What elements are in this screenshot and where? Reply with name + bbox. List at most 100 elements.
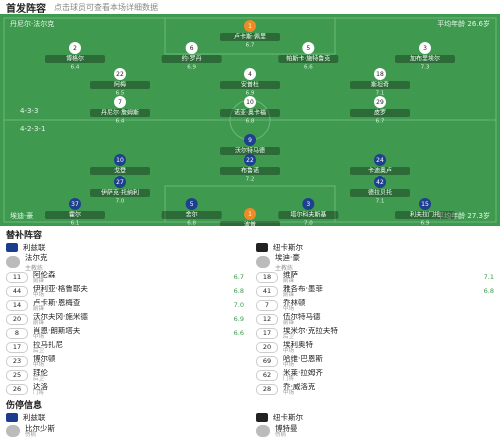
team-name: 利兹联 <box>23 412 46 422</box>
player-number: 42 <box>376 179 384 186</box>
player-rating: 6.6 <box>304 65 313 71</box>
sub-player[interactable]: 18 维萨 前锋 7.1 <box>250 271 500 284</box>
sub-number: 20 <box>6 313 28 325</box>
player-number: 10 <box>246 99 254 106</box>
sub-player[interactable]: 44 伊利亚·格鲁耶夫 中场 6.8 <box>0 285 250 298</box>
sub-player[interactable]: 62 米莱·拉姆齐 门将 <box>250 369 500 382</box>
player[interactable]: 18 斯坦奇 7.1 <box>350 68 410 97</box>
injuries: 利兹联 纽卡斯尔 比尔少斯 伤病 博特曼 伤病 <box>0 410 500 438</box>
player[interactable]: 10戈登6.6 <box>90 154 150 183</box>
player[interactable]: 3 塔尔科夫斯基 7.0 <box>278 198 339 226</box>
avatar <box>256 425 270 437</box>
sub-rating: 6.8 <box>233 287 244 295</box>
injury-reason: 伤病 <box>275 431 287 438</box>
team-badge <box>6 412 18 422</box>
player[interactable]: 15 利夫拉门托 6.9 <box>395 198 455 226</box>
sub-player[interactable]: 17 埃米尔·克拉夫特 后卫 <box>250 327 500 340</box>
player[interactable]: 5 帕斯卡·施特鲁克 6.6 <box>278 42 339 71</box>
sub-player[interactable]: 12 伍尔特马德 前锋 <box>250 313 500 326</box>
player[interactable]: 6 约·罗丹 6.9 <box>161 42 222 71</box>
sub-number: 20 <box>256 341 278 353</box>
sub-info: 哈维·巴恩斯 中场 <box>283 355 494 368</box>
sub-player[interactable]: 14 卢卡斯·恩梅查 前锋 7.0 <box>0 299 250 312</box>
team-badge <box>256 412 268 422</box>
team-info: 平均年龄 27.3岁 <box>437 211 490 220</box>
player[interactable]: 9沃尔特马德6.9 <box>220 134 280 163</box>
player-number: 22 <box>246 157 254 164</box>
player-number: 10 <box>116 157 124 164</box>
sub-row: 25 拜伦 后卫 62 米莱·拉姆齐 门将 <box>0 368 500 382</box>
player[interactable]: 37 霍尔 6.1 <box>45 198 105 226</box>
name-tag <box>220 221 280 226</box>
sub-number: 8 <box>6 327 28 339</box>
player[interactable]: 1 卢卡斯·佩里 6.7 <box>220 20 280 49</box>
sub-player[interactable]: 8 肖恩·朗斯塔夫 中场 6.6 <box>0 327 250 340</box>
name-tag <box>90 109 150 117</box>
player[interactable]: 1波普6.7 <box>220 208 280 226</box>
player-dot <box>185 42 198 54</box>
player-rating: 6.7 <box>376 119 385 125</box>
player-number: 7 <box>118 99 122 106</box>
player[interactable]: 10 诺亚·奥卡福 6.8 <box>220 96 280 125</box>
player-dot <box>302 198 315 210</box>
player-number: 15 <box>421 201 429 208</box>
sub-name: 乔·威洛克 <box>283 382 316 391</box>
player-name: 加布里埃尔 <box>410 55 440 63</box>
player-dot <box>244 68 256 80</box>
sub-player[interactable]: 25 拜伦 后卫 <box>0 369 250 382</box>
sub-number: 14 <box>6 299 28 311</box>
injured-name: 比尔少斯 <box>25 423 55 433</box>
sub-number: 69 <box>256 355 278 367</box>
player[interactable]: 7 丹尼尔·詹姆斯 6.4 <box>90 96 150 125</box>
player-name: 安普杜 <box>241 81 259 89</box>
coach-role: 主教练 <box>275 265 294 272</box>
team-row: 利兹联 纽卡斯尔 <box>0 240 500 254</box>
sub-pos: 前锋 <box>283 319 295 326</box>
player[interactable]: 5 舍尔 6.8 <box>161 198 222 226</box>
player[interactable]: 42 德拉贝托 7.1 <box>350 176 410 205</box>
player[interactable]: 29 皮罗 6.7 <box>350 96 410 125</box>
coach: 埃迪·豪 主教练 <box>250 252 500 272</box>
sub-player[interactable]: 17 拉马扎尼 后卫 <box>0 341 250 354</box>
injury-reason: 伤病 <box>25 431 37 438</box>
player-rating: 6.5 <box>116 91 125 97</box>
player-dot <box>374 154 386 166</box>
name-tag <box>395 211 455 219</box>
sub-player[interactable]: 20 埃利奥特 中场 <box>250 341 500 354</box>
sub-player[interactable]: 20 沃尔夫冈·施米德 前锋 6.9 <box>0 313 250 326</box>
player[interactable]: 27 伊萨克·托纳利 7.0 <box>90 176 150 205</box>
sub-pos: 前锋 <box>283 291 295 298</box>
sub-pos: 后卫 <box>283 333 295 340</box>
sub-info: 达洛 门将 <box>33 383 244 396</box>
sub-player[interactable]: 69 哈维·巴恩斯 中场 <box>250 355 500 368</box>
player-number: 6 <box>190 45 194 52</box>
player[interactable]: 3 加布里埃尔 7.3 <box>395 42 455 71</box>
player[interactable]: 22 阿梅 6.5 <box>90 68 150 97</box>
sub-number: 26 <box>6 383 28 395</box>
sub-player[interactable]: 11 阿伦森 前锋 6.7 <box>0 271 250 284</box>
player[interactable]: 2 博格尔 6.4 <box>45 42 105 71</box>
name-tag <box>220 147 280 155</box>
sub-info: 肖恩·朗斯塔夫 中场 <box>33 327 217 340</box>
sub-number: 25 <box>6 369 28 381</box>
sub-row: 8 肖恩·朗斯塔夫 中场 6.6 17 埃米尔·克拉夫特 后卫 <box>0 326 500 340</box>
sub-info: 卢卡斯·恩梅查 前锋 <box>33 299 217 312</box>
sub-player[interactable]: 28 乔·威洛克 中场 <box>250 383 500 396</box>
player[interactable]: 4 安普杜 6.9 <box>220 68 280 97</box>
sub-player[interactable]: 7 乔林顿 中场 <box>250 299 500 312</box>
sub-player[interactable]: 41 雅各布·墨菲 前锋 6.8 <box>250 285 500 298</box>
sub-name: 维萨 <box>283 270 298 279</box>
subs-title: 替补阵容 <box>6 230 43 241</box>
sub-player[interactable]: 23 博尔顿 中场 <box>0 355 250 368</box>
name-tag <box>278 211 339 219</box>
team-name: 利兹联 <box>23 242 46 252</box>
player-name: 斯坦奇 <box>371 81 389 89</box>
sub-rating: 6.7 <box>233 273 244 281</box>
sub-pos: 前锋 <box>33 305 45 312</box>
sub-number: 62 <box>256 369 278 381</box>
team-info: 平均年龄 26.6岁 <box>437 19 490 28</box>
sub-player[interactable]: 26 达洛 门将 <box>0 383 250 396</box>
sub-number: 23 <box>6 355 28 367</box>
player[interactable]: 22 布鲁诺 7.2 <box>220 154 280 183</box>
